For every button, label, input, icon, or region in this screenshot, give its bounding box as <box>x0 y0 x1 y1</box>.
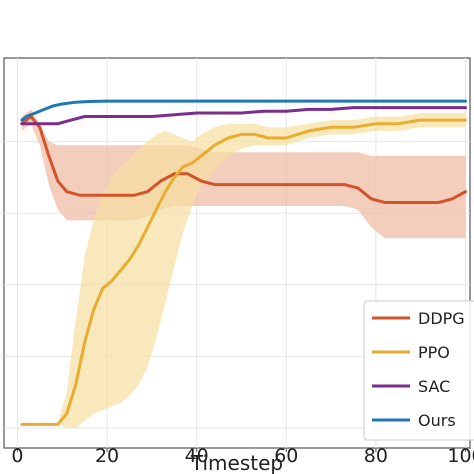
series-line-ours <box>20 99 467 122</box>
series-line-ddpg <box>20 115 467 204</box>
series-line-ppo <box>20 118 467 426</box>
series-line-sac <box>20 106 467 126</box>
x-tick-label: 100 <box>447 445 474 467</box>
legend-label-ppo: PPO <box>418 343 450 362</box>
x-tick-label: 80 <box>364 445 388 467</box>
x-tick-label: 60 <box>274 445 298 467</box>
x-tick-label: 20 <box>95 445 119 467</box>
x-tick-label: 40 <box>185 445 209 467</box>
legend-label-ddpg: DDPG <box>418 309 465 328</box>
legend-label-sac: SAC <box>418 377 450 396</box>
legend: DDPG PPO SAC Ours <box>363 300 474 441</box>
legend-label-ours: Ours <box>418 411 456 430</box>
series-lines <box>20 99 467 426</box>
band-ppo <box>21 113 466 428</box>
confidence-bands <box>21 109 466 428</box>
x-ticks: 0 20 40 60 80 100 <box>11 445 474 467</box>
x-tick-label: 0 <box>11 445 23 467</box>
x-axis-label: Timestep <box>190 451 283 474</box>
legend-box <box>363 300 474 441</box>
